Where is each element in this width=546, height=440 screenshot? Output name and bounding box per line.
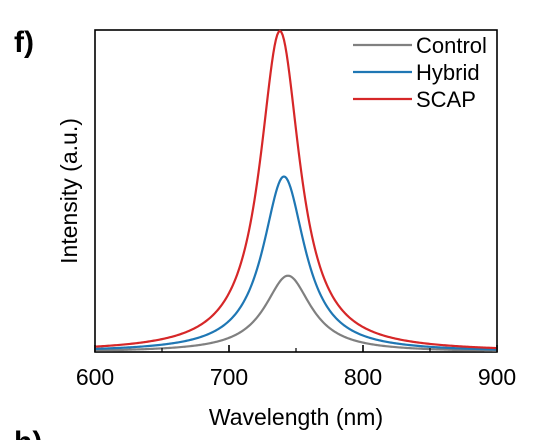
legend-label-control: Control [416,33,487,58]
legend-label-scap: SCAP [416,87,476,112]
series-line-scap [94,29,498,350]
legend-label-hybrid: Hybrid [416,60,480,85]
x-tick-label-900: 900 [478,364,516,390]
x-tick-label-600: 600 [76,364,114,390]
next-panel-label: h) [14,426,42,440]
x-tick-label-700: 700 [210,364,248,390]
x-axis-label: Wavelength (nm) [209,404,383,430]
series-line-hybrid [94,175,498,351]
x-axis-ticks: 600 700 800 900 [76,345,516,390]
x-tick-label-800: 800 [344,364,382,390]
panel-label: f) [14,26,34,59]
y-axis-label: Intensity (a.u.) [56,118,82,264]
